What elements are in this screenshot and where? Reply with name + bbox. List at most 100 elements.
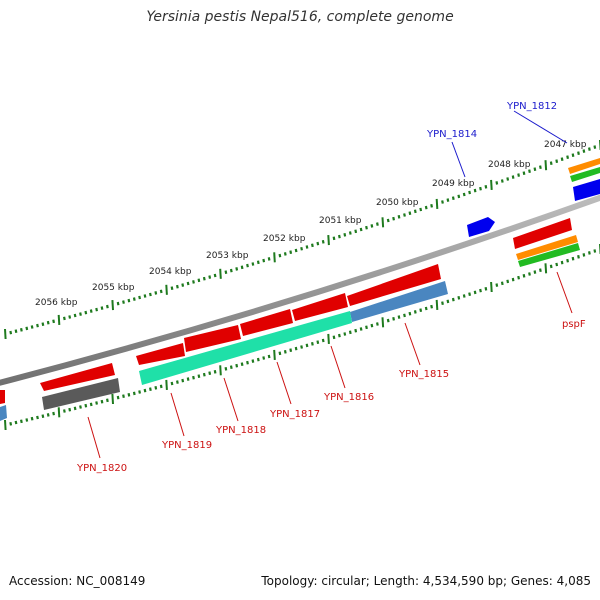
minor-tick bbox=[500, 281, 504, 286]
minor-tick bbox=[143, 388, 147, 393]
minor-tick bbox=[462, 192, 466, 197]
major-tick bbox=[490, 179, 493, 190]
minor-tick bbox=[170, 286, 174, 291]
minor-tick bbox=[549, 264, 553, 269]
minor-tick bbox=[430, 203, 433, 208]
minor-tick bbox=[397, 315, 401, 319]
minor-tick bbox=[149, 292, 152, 297]
minor-tick bbox=[424, 306, 428, 311]
gene-ypn1818-red[interactable] bbox=[184, 325, 241, 352]
minor-tick bbox=[235, 363, 239, 368]
minor-tick bbox=[300, 345, 303, 349]
minor-tick bbox=[311, 341, 314, 346]
minor-tick bbox=[397, 214, 401, 219]
minor-tick bbox=[251, 359, 255, 363]
minor-tick bbox=[354, 328, 358, 333]
tick-label-2048: 2048 kbp bbox=[488, 160, 531, 170]
minor-tick bbox=[41, 322, 45, 327]
minor-tick bbox=[430, 304, 433, 309]
gene-left-edge-red[interactable] bbox=[0, 390, 5, 404]
minor-tick bbox=[41, 414, 45, 419]
major-tick bbox=[219, 365, 222, 376]
major-tick bbox=[435, 198, 439, 209]
minor-tick bbox=[522, 273, 526, 278]
gene-ypn1816-red[interactable] bbox=[292, 293, 348, 321]
gene-label-ypn1820[interactable]: YPN_1820 bbox=[76, 463, 127, 474]
feature-pspf-orange[interactable] bbox=[516, 235, 578, 260]
gene-label-ypn1819[interactable]: YPN_1819 bbox=[161, 440, 212, 451]
minor-tick bbox=[132, 297, 136, 301]
minor-tick bbox=[294, 248, 298, 253]
gene-label-ypn1814[interactable]: YPN_1814 bbox=[426, 129, 477, 140]
minor-tick bbox=[316, 241, 320, 246]
minor-tick bbox=[229, 268, 233, 273]
minor-tick bbox=[197, 374, 201, 379]
tick-label-2051: 2051 kbp bbox=[319, 216, 362, 226]
minor-tick bbox=[246, 263, 249, 268]
minor-tick bbox=[468, 190, 471, 195]
gene-label-ypn1818[interactable]: YPN_1818 bbox=[215, 425, 266, 436]
gene-label-ypn1816[interactable]: YPN_1816 bbox=[323, 392, 374, 403]
minor-tick bbox=[484, 286, 488, 291]
feature-blue-small[interactable] bbox=[467, 217, 495, 237]
minor-tick bbox=[46, 413, 50, 417]
tick-label-2056: 2056 kbp bbox=[35, 298, 78, 308]
gene-ypn1817-red[interactable] bbox=[240, 309, 293, 336]
minor-tick bbox=[457, 194, 461, 199]
minor-tick bbox=[539, 268, 542, 273]
gene-ypn1819-red[interactable] bbox=[136, 343, 185, 365]
outer-tick-ruler bbox=[4, 140, 600, 340]
minor-tick bbox=[517, 275, 520, 280]
minor-tick bbox=[240, 362, 244, 367]
minor-tick bbox=[240, 265, 244, 270]
gene-ypn1820-red[interactable] bbox=[40, 363, 115, 391]
feature-teal-long[interactable] bbox=[139, 311, 352, 385]
minor-tick bbox=[208, 275, 212, 279]
tick-label-2049: 2049 kbp bbox=[432, 179, 475, 189]
feature-pspf-green[interactable] bbox=[518, 243, 580, 267]
minor-tick bbox=[359, 327, 363, 331]
minor-tick bbox=[495, 181, 499, 185]
feature-blue-top[interactable] bbox=[573, 179, 600, 201]
minor-tick bbox=[106, 304, 109, 309]
feature-green-top[interactable] bbox=[570, 167, 600, 182]
minor-tick bbox=[289, 250, 293, 255]
gene-label-ypn1815[interactable]: YPN_1815 bbox=[398, 369, 449, 380]
minor-tick bbox=[294, 346, 298, 351]
major-tick bbox=[327, 333, 330, 344]
minor-tick bbox=[116, 395, 120, 400]
leader-ypn1819 bbox=[170, 392, 185, 437]
gene-label-pspf[interactable]: pspF bbox=[562, 319, 586, 330]
minor-tick bbox=[159, 384, 163, 389]
minor-tick bbox=[473, 188, 477, 193]
minor-tick bbox=[262, 356, 266, 360]
minor-tick bbox=[170, 381, 174, 386]
gene-label-ypn1817[interactable]: YPN_1817 bbox=[269, 409, 320, 420]
gene-label-ypn1812[interactable]: YPN_1812 bbox=[506, 101, 557, 112]
minor-tick bbox=[495, 283, 499, 287]
minor-tick bbox=[84, 310, 88, 315]
minor-tick bbox=[392, 216, 395, 221]
minor-tick bbox=[462, 294, 466, 298]
minor-tick bbox=[283, 252, 287, 256]
feature-left-edge-steel[interactable] bbox=[0, 405, 7, 421]
minor-tick bbox=[365, 325, 368, 330]
feature-pspf-red[interactable] bbox=[513, 218, 572, 249]
minor-tick bbox=[560, 260, 564, 265]
minor-tick bbox=[511, 277, 515, 282]
minor-tick bbox=[283, 349, 287, 354]
minor-tick bbox=[386, 218, 390, 223]
feature-orange-top[interactable] bbox=[568, 158, 600, 174]
minor-tick bbox=[593, 249, 597, 253]
minor-tick bbox=[365, 225, 368, 230]
minor-tick bbox=[224, 366, 228, 371]
tick-label-2052: 2052 kbp bbox=[263, 234, 306, 244]
minor-tick bbox=[311, 243, 314, 248]
gene-ypn1815-red[interactable] bbox=[347, 264, 441, 306]
feature-steel-blue[interactable] bbox=[350, 281, 448, 322]
minor-tick bbox=[517, 173, 520, 177]
minor-tick bbox=[441, 200, 444, 204]
major-tick bbox=[57, 314, 61, 325]
minor-tick bbox=[197, 278, 201, 283]
feature-gray-pseudo[interactable] bbox=[42, 378, 120, 410]
